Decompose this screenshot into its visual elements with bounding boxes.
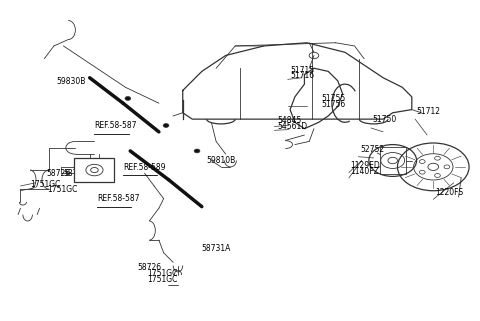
Text: 1751GC: 1751GC — [47, 185, 77, 194]
FancyBboxPatch shape — [74, 158, 115, 182]
Text: 51715: 51715 — [290, 65, 314, 74]
Text: 1129ED: 1129ED — [350, 161, 380, 170]
FancyBboxPatch shape — [380, 147, 406, 174]
Circle shape — [125, 97, 131, 100]
Text: 1751GC: 1751GC — [30, 180, 60, 189]
Text: 59830B: 59830B — [56, 77, 85, 86]
Text: 51755: 51755 — [321, 94, 346, 103]
Text: 54845: 54845 — [277, 117, 301, 126]
Text: 58732: 58732 — [63, 169, 87, 178]
Text: REF.58-587: REF.58-587 — [95, 121, 137, 130]
Text: 51712: 51712 — [417, 107, 441, 116]
Circle shape — [163, 124, 169, 127]
Circle shape — [194, 149, 200, 153]
Text: 52752: 52752 — [360, 145, 384, 154]
Text: 59810B: 59810B — [206, 156, 236, 165]
Text: 1751GC: 1751GC — [147, 275, 177, 284]
Text: 51750: 51750 — [372, 115, 397, 124]
Text: REF.58-589: REF.58-589 — [123, 163, 166, 172]
Text: 1751GC: 1751GC — [147, 269, 177, 278]
Text: 1220FS: 1220FS — [436, 188, 464, 197]
Text: 54561D: 54561D — [277, 122, 307, 131]
Text: 58726: 58726 — [137, 263, 162, 272]
Text: 1140FZ: 1140FZ — [350, 167, 379, 176]
Text: REF.58-587: REF.58-587 — [97, 195, 139, 204]
Text: 51716: 51716 — [290, 71, 314, 80]
Text: 51756: 51756 — [321, 100, 346, 109]
Text: 58731A: 58731A — [202, 244, 231, 253]
Text: 58726: 58726 — [47, 169, 71, 178]
